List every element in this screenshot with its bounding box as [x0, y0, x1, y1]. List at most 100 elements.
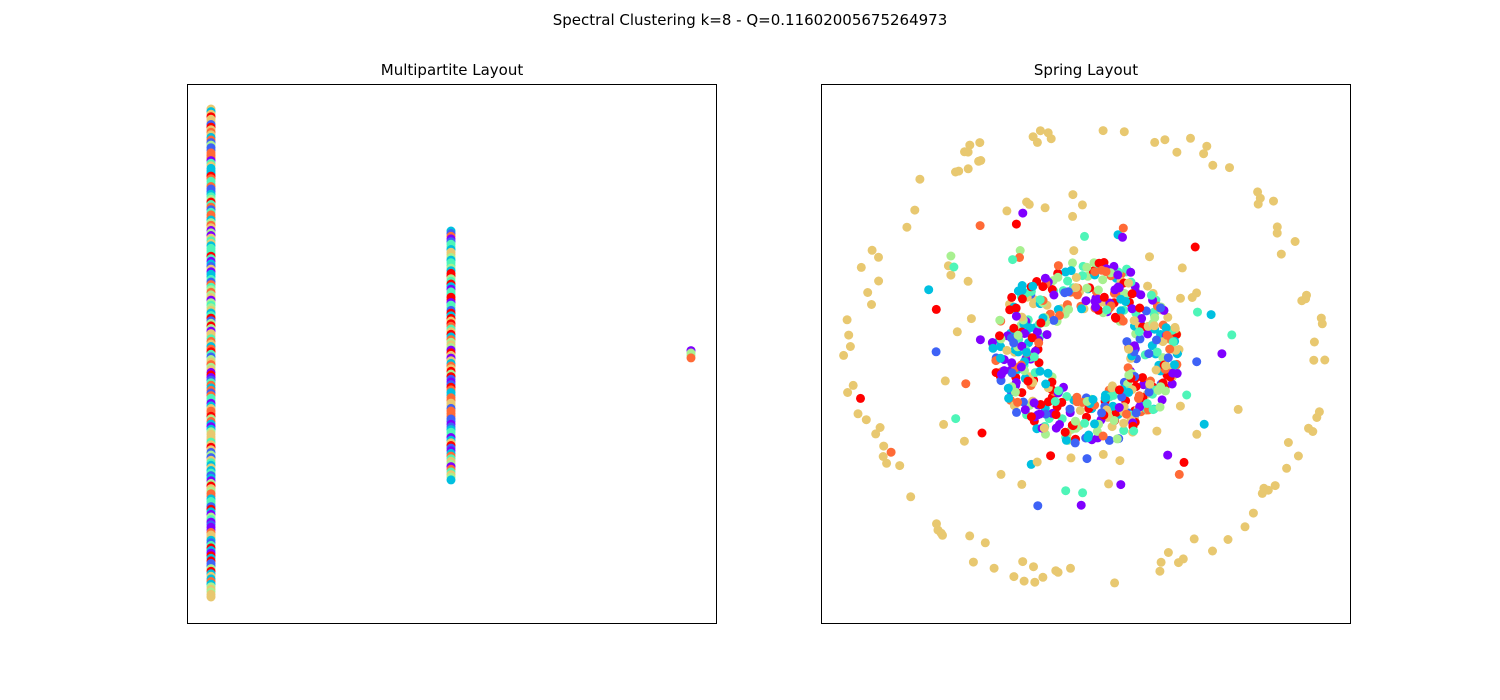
spring-point	[1062, 392, 1072, 401]
spring-point	[1127, 289, 1137, 299]
spring-point	[1036, 318, 1046, 328]
spring-point	[1189, 534, 1199, 544]
spring-point	[875, 423, 885, 432]
spring-point	[1038, 572, 1048, 582]
spring-point	[1028, 281, 1038, 291]
spring-point	[1065, 404, 1075, 414]
spring-point	[1208, 546, 1217, 556]
spring-point	[975, 335, 985, 345]
spring-point	[1070, 438, 1080, 448]
spring-point	[1064, 305, 1074, 314]
spring-point	[1272, 228, 1282, 238]
spring-point	[1109, 416, 1119, 425]
spring-point	[1270, 481, 1280, 491]
spring-point	[1068, 258, 1077, 268]
spring-point	[1038, 282, 1048, 292]
spring-point	[1178, 554, 1188, 564]
spring-point	[1082, 262, 1092, 272]
spring-point	[1071, 283, 1081, 293]
spring-point	[1255, 193, 1265, 203]
spring-point	[946, 251, 956, 261]
spring-point	[1293, 451, 1303, 461]
spring-point	[1157, 395, 1167, 405]
spring-point	[1116, 480, 1126, 490]
spring-point	[1029, 352, 1039, 362]
spring-point	[1304, 423, 1313, 433]
multipartite-point	[686, 353, 696, 363]
multipartite-title: Multipartite Layout	[380, 61, 524, 79]
spring-point	[963, 164, 973, 174]
spring-point	[1082, 283, 1092, 293]
spring-point	[1019, 576, 1029, 586]
spring-point	[1135, 303, 1145, 313]
spring-point	[1051, 566, 1061, 576]
spring-point	[975, 221, 985, 231]
spring-point	[1017, 388, 1027, 398]
spring-point	[1142, 399, 1152, 408]
spring-point	[845, 342, 855, 351]
spring-point	[1206, 310, 1216, 320]
spring-point	[856, 262, 866, 272]
spring-point	[1034, 338, 1044, 348]
spring-point	[1175, 401, 1185, 411]
spring-point	[1269, 196, 1278, 206]
spring-point	[1163, 450, 1173, 460]
spring-point	[1098, 449, 1108, 459]
spring-point	[1156, 557, 1166, 567]
spring-point	[1169, 360, 1179, 370]
spring-point	[1168, 337, 1178, 347]
spring-point	[1193, 307, 1202, 317]
spring-point	[1177, 263, 1187, 273]
spring-point	[938, 530, 947, 540]
spring-point	[1102, 305, 1112, 315]
spring-point	[1104, 435, 1114, 445]
spring-point	[1143, 281, 1153, 291]
spring-point	[878, 452, 888, 461]
spring-point	[1217, 349, 1227, 359]
spring-point	[949, 262, 959, 272]
spring-point	[1199, 419, 1209, 429]
multipartite-point	[206, 592, 216, 602]
spring-point	[1138, 373, 1147, 383]
spring-point	[977, 428, 987, 438]
spring-point	[1098, 431, 1108, 441]
spring-point	[1069, 246, 1079, 256]
spring-point	[1032, 137, 1042, 147]
spring-point	[1282, 463, 1292, 473]
spring-point	[1094, 258, 1104, 268]
spring-point	[1117, 392, 1127, 402]
spring-point	[1008, 255, 1018, 265]
spring-point	[874, 276, 884, 286]
spring-point	[1135, 334, 1145, 344]
spring-point	[1018, 208, 1028, 218]
spring-point	[995, 315, 1005, 325]
spring-point	[886, 447, 896, 457]
spring-point	[1043, 397, 1053, 407]
spring-point	[1011, 311, 1021, 321]
spring-point	[1148, 405, 1158, 415]
spring-point	[996, 353, 1005, 363]
spring-point	[988, 343, 998, 353]
spring-point	[1099, 292, 1109, 302]
spring-point	[1070, 416, 1080, 426]
spring-point	[1053, 386, 1063, 396]
spring-point	[1051, 410, 1061, 420]
spring-point	[1016, 362, 1026, 372]
spring-point	[1143, 329, 1153, 339]
spring-point	[1186, 133, 1195, 143]
spring-point	[1039, 423, 1049, 433]
spring-point	[1061, 486, 1071, 496]
spring-point	[1049, 315, 1059, 325]
spring-point	[1145, 252, 1154, 262]
spring-point	[1151, 365, 1161, 375]
spring-point	[1068, 211, 1078, 221]
spring-point	[1155, 402, 1165, 412]
spring-point	[1257, 488, 1267, 498]
spring-point	[1112, 434, 1122, 444]
spring-point	[1192, 288, 1202, 298]
spring-point	[1122, 409, 1131, 419]
spring-point	[1150, 137, 1160, 147]
spring-point	[1032, 327, 1042, 337]
spring-point	[1152, 426, 1162, 436]
spring-point	[1121, 297, 1131, 306]
